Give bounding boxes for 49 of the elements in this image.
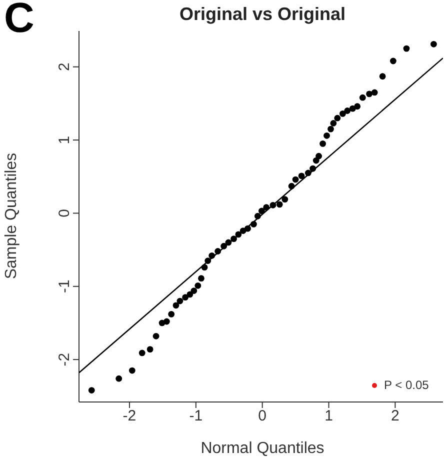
point [88, 387, 95, 394]
point [379, 73, 386, 80]
point [324, 132, 330, 139]
point [152, 332, 160, 340]
point [146, 346, 154, 353]
point [168, 310, 175, 318]
y-tick-label: 1 [56, 136, 73, 144]
point [194, 282, 202, 289]
x-tick-label: -1 [189, 408, 203, 425]
point [390, 58, 396, 64]
point [172, 302, 180, 309]
point [176, 298, 184, 304]
point [403, 45, 410, 52]
y-axis-title: Sample Quantiles [3, 152, 21, 280]
point [282, 196, 288, 203]
annotation: P < 0.05 [384, 378, 429, 392]
point [276, 201, 283, 208]
point [344, 108, 351, 114]
chart-title: Original vs Original [178, 4, 347, 25]
point [298, 172, 305, 180]
x-axis-title: Normal Quantiles [200, 440, 326, 458]
point [354, 103, 361, 110]
point [430, 40, 437, 48]
point [292, 176, 299, 183]
point [366, 90, 372, 98]
point [340, 110, 346, 117]
point [328, 126, 334, 132]
point [198, 275, 204, 282]
point [334, 114, 341, 122]
point [190, 288, 198, 294]
y-tick-label: 0 [56, 209, 73, 218]
y-tick-label: -1 [56, 280, 73, 294]
point [316, 152, 322, 160]
point [116, 375, 122, 382]
point [182, 294, 188, 301]
point [138, 350, 146, 356]
point [320, 140, 326, 147]
point [128, 367, 136, 374]
point [330, 120, 337, 126]
x-tick-label: -2 [122, 408, 136, 425]
x-tick-label: 1 [324, 408, 333, 425]
point [359, 94, 366, 101]
x-tick-label: 0 [258, 408, 266, 425]
y-tick-label: -2 [56, 352, 73, 366]
point [371, 89, 378, 96]
y-tick-label: 2 [56, 62, 73, 72]
point [163, 318, 170, 325]
x-tick-label: 2 [391, 408, 400, 425]
text: C [4, 0, 34, 42]
